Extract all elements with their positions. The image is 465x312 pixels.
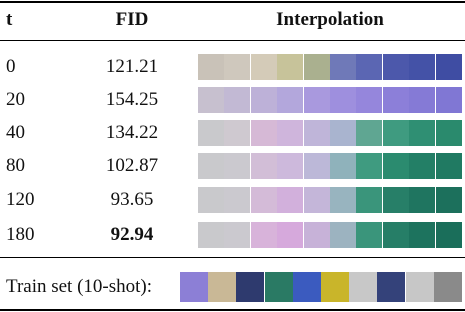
header-cell: FID <box>82 9 182 31</box>
interpolation-image <box>383 120 409 146</box>
interpolation-image <box>383 222 409 248</box>
row-fid: 134.22 <box>82 122 182 144</box>
train-image <box>349 272 377 302</box>
interpolation-image <box>409 153 435 179</box>
interpolation-image <box>383 153 409 179</box>
interpolation-image <box>409 222 435 248</box>
train-image <box>377 272 405 302</box>
interpolation-image <box>277 54 303 80</box>
row-t: 40 <box>6 122 25 144</box>
train-image <box>434 272 462 302</box>
row-fid: 102.87 <box>82 155 182 177</box>
interpolation-image <box>251 87 277 113</box>
row-fid: 93.65 <box>82 189 182 211</box>
interpolation-image <box>224 187 250 213</box>
interpolation-image <box>330 120 356 146</box>
interpolation-image <box>277 187 303 213</box>
interpolation-image <box>383 87 409 113</box>
interpolation-image <box>277 153 303 179</box>
interpolation-image <box>304 87 330 113</box>
interpolation-image <box>224 54 250 80</box>
row-t: 80 <box>6 155 25 177</box>
train-image <box>208 272 236 302</box>
train-image <box>236 272 264 302</box>
interpolation-image <box>304 153 330 179</box>
interpolation-image <box>436 153 462 179</box>
interpolation-image <box>436 187 462 213</box>
interpolation-image <box>356 87 382 113</box>
interpolation-image <box>330 153 356 179</box>
interpolation-image <box>436 54 462 80</box>
interpolation-image <box>304 222 330 248</box>
train-image <box>265 272 293 302</box>
interpolation-image <box>277 87 303 113</box>
row-fid: 154.25 <box>82 89 182 111</box>
header-cell: Interpolation <box>198 9 462 31</box>
interpolation-image <box>356 54 382 80</box>
interpolation-image <box>383 54 409 80</box>
row-t: 180 <box>6 224 35 246</box>
header-cell: t <box>6 9 12 31</box>
interpolation-image <box>224 222 250 248</box>
train-image <box>180 272 208 302</box>
interpolation-image <box>224 120 250 146</box>
interpolation-image <box>198 222 224 248</box>
interpolation-image <box>304 187 330 213</box>
interpolation-image <box>198 120 224 146</box>
interpolation-image <box>277 120 303 146</box>
interpolation-image <box>251 54 277 80</box>
bottom-rule <box>0 309 465 311</box>
footer-rule <box>0 257 465 258</box>
row-fid: 121.21 <box>82 56 182 78</box>
interpolation-image <box>251 120 277 146</box>
interpolation-image <box>198 187 224 213</box>
interpolation-image <box>409 120 435 146</box>
interpolation-image <box>251 187 277 213</box>
train-image <box>293 272 321 302</box>
interpolation-image <box>304 54 330 80</box>
row-t: 120 <box>6 189 35 211</box>
interpolation-image <box>251 153 277 179</box>
interpolation-image <box>330 87 356 113</box>
interpolation-image <box>330 187 356 213</box>
interpolation-image <box>356 222 382 248</box>
interpolation-image <box>436 222 462 248</box>
row-t: 0 <box>6 56 16 78</box>
interpolation-image <box>436 120 462 146</box>
interpolation-image <box>436 87 462 113</box>
row-fid: 92.94 <box>82 224 182 246</box>
interpolation-image <box>383 187 409 213</box>
interpolation-image <box>356 153 382 179</box>
interpolation-image <box>224 87 250 113</box>
train-image <box>321 272 349 302</box>
interpolation-image <box>277 222 303 248</box>
interpolation-image <box>330 222 356 248</box>
interpolation-image <box>409 187 435 213</box>
interpolation-image <box>304 120 330 146</box>
interpolation-image <box>409 87 435 113</box>
interpolation-image <box>409 54 435 80</box>
interpolation-image <box>251 222 277 248</box>
interpolation-image <box>198 87 224 113</box>
header-rule <box>0 40 465 41</box>
train-image <box>406 272 434 302</box>
table-page: t FID Interpolation Train set (10-shot):… <box>0 0 465 312</box>
interpolation-image <box>356 120 382 146</box>
interpolation-image <box>198 54 224 80</box>
interpolation-image <box>356 187 382 213</box>
top-rule <box>0 1 465 3</box>
row-t: 20 <box>6 89 25 111</box>
interpolation-image <box>224 153 250 179</box>
interpolation-image <box>330 54 356 80</box>
footer-label: Train set (10-shot): <box>6 276 152 298</box>
interpolation-image <box>198 153 224 179</box>
